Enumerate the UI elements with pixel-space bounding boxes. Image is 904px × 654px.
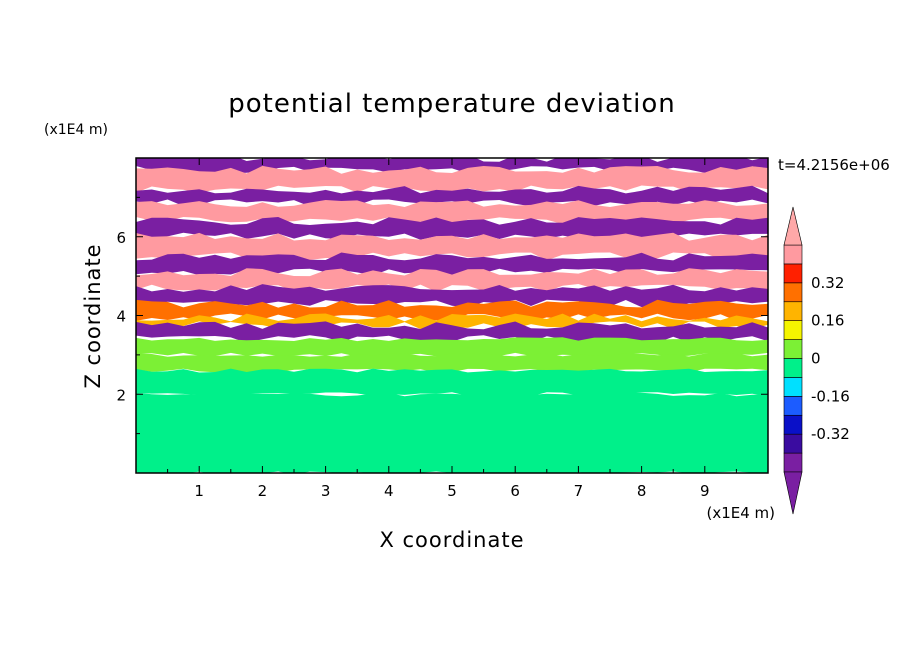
x-tick-label: 9 — [700, 482, 710, 500]
colorbar-swatch — [783, 433, 803, 454]
contour-band — [136, 392, 768, 473]
colorbar-swatch — [783, 358, 803, 378]
colorbar-swatch — [783, 320, 803, 340]
x-tick-label: 3 — [321, 482, 331, 500]
contour-band — [136, 252, 768, 276]
contour-band — [136, 321, 768, 343]
contour-band — [136, 217, 768, 240]
x-unit-label: (x1E4 m) — [706, 504, 775, 522]
colorbar-swatch — [783, 377, 803, 397]
y-unit-label: (x1E4 m) — [44, 122, 108, 138]
contour-band — [136, 284, 768, 308]
x-axis-label: X coordinate — [379, 528, 524, 552]
contour-band — [136, 185, 768, 207]
colorbar-label: 0 — [811, 350, 821, 368]
x-tick-label: 6 — [510, 482, 520, 500]
contour-band — [136, 268, 768, 292]
x-tick-label: 4 — [384, 482, 394, 500]
contour-band — [136, 353, 768, 373]
y-axis-ticks: 2 4 6 — [116, 196, 768, 435]
colorbar-under-triangle — [783, 471, 803, 515]
colorbar-label: 0.16 — [811, 312, 844, 330]
chart-title: potential temperature deviation — [228, 89, 675, 119]
x-tick-label: 8 — [637, 482, 647, 500]
x-tick-label: 7 — [574, 482, 584, 500]
contour-field — [136, 158, 768, 473]
y-axis-label: Z coordinate — [81, 243, 105, 388]
x-tick-label: 2 — [258, 482, 268, 500]
colorbar-swatch — [783, 244, 803, 265]
contour-band — [136, 299, 768, 322]
colorbar-swatch — [783, 282, 803, 303]
x-tick-label: 1 — [194, 482, 204, 500]
contour-band — [136, 368, 768, 397]
colorbar-over-triangle — [783, 206, 803, 246]
time-label: t=4.2156e+06 — [778, 156, 890, 174]
y-tick-label: 6 — [116, 229, 126, 247]
contour-band — [136, 232, 768, 261]
colorbar-swatch — [783, 263, 803, 284]
x-axis-ticks: 1 2 3 4 5 6 7 8 9 — [167, 158, 737, 500]
colorbar-swatch — [783, 339, 803, 359]
colorbar-label: -0.32 — [811, 425, 850, 443]
colorbar: 0.32 0.16 0 -0.16 -0.32 — [783, 206, 850, 515]
colorbar-label: -0.16 — [811, 387, 850, 405]
colorbar-swatch — [783, 452, 803, 473]
contour-band — [136, 165, 768, 193]
colorbar-label: 0.32 — [811, 274, 844, 292]
colorbar-swatch — [783, 414, 803, 435]
colorbar-swatch — [783, 396, 803, 416]
colorbar-swatch — [783, 301, 803, 321]
y-tick-label: 4 — [116, 308, 126, 326]
contour-band — [136, 337, 768, 357]
y-tick-label: 2 — [116, 386, 126, 404]
x-tick-label: 5 — [447, 482, 457, 500]
